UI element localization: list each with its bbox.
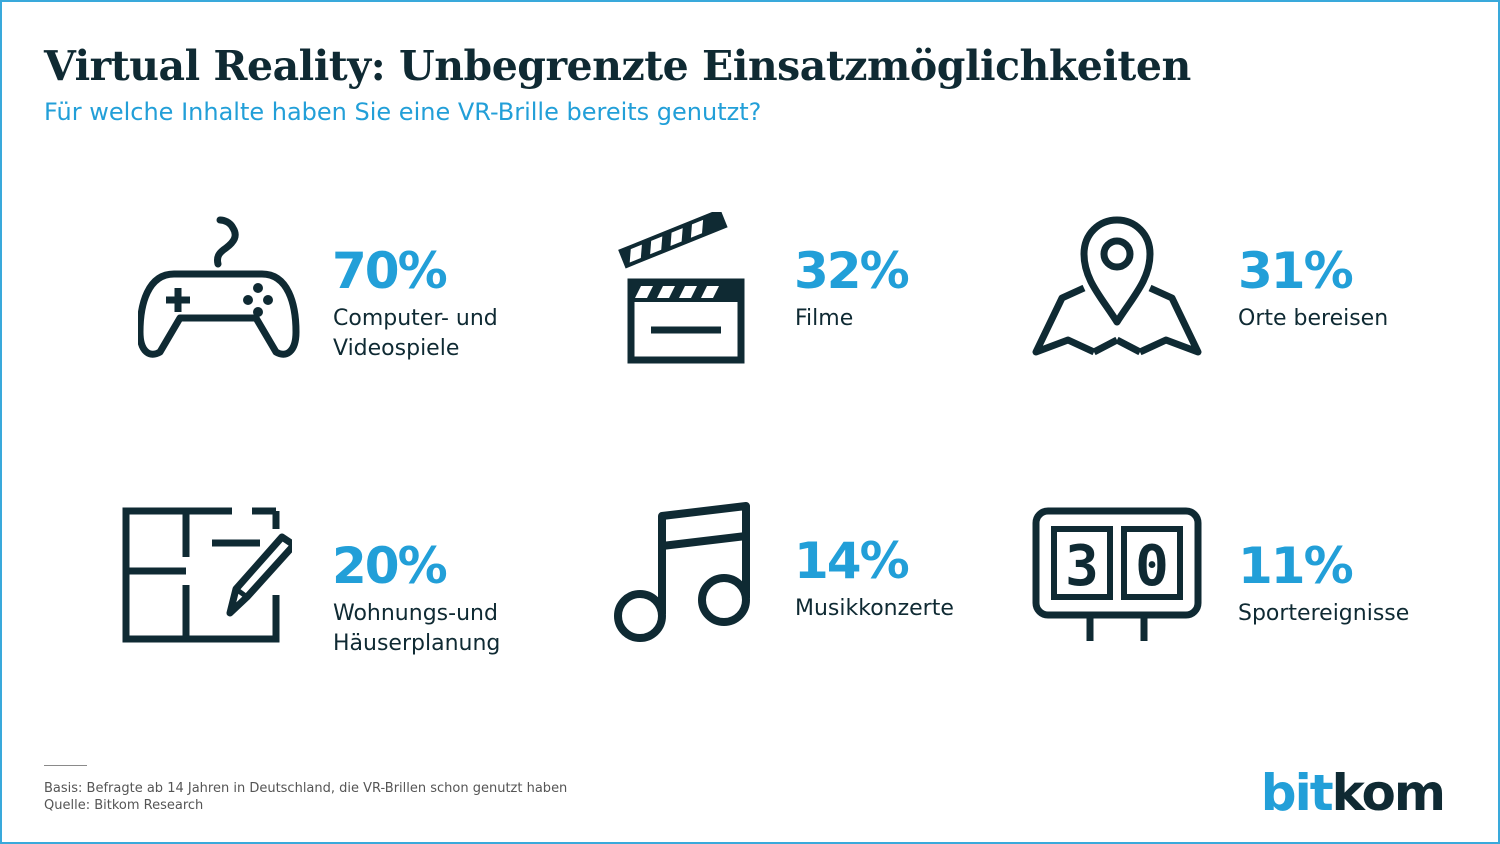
stat-label-line: Wohnungs-und <box>333 601 498 626</box>
footer-source: Quelle: Bitkom Research <box>44 798 204 813</box>
stat-value: 11% <box>1238 537 1354 595</box>
stat-label-line: Sportereignisse <box>1238 601 1410 626</box>
stat-item-travel: 31% Orte bereisen <box>1032 212 1452 382</box>
stat-item-films: 32% Filme <box>616 212 1036 382</box>
stat-label: Orte bereisen <box>1238 304 1468 334</box>
scoreboard-icon: 3 0 <box>1032 507 1202 667</box>
gamepad-icon <box>138 212 308 372</box>
footer-basis: Basis: Befragte ab 14 Jahren in Deutschl… <box>44 781 568 796</box>
stat-item-games: 70% Computer- und Videospiele <box>138 212 558 382</box>
stat-label: Wohnungs-und Häuserplanung <box>333 599 563 659</box>
stat-value: 32% <box>794 242 910 300</box>
page-title: Virtual Reality: Unbegrenzte Einsatzmögl… <box>44 42 1191 90</box>
stat-label-line: Videospiele <box>333 336 460 361</box>
stat-item-concerts: 14% Musikkonzerte <box>612 502 1032 672</box>
stat-label-line: Musikkonzerte <box>795 596 954 621</box>
stat-label: Computer- und Videospiele <box>333 304 563 364</box>
stat-value: 14% <box>794 532 910 590</box>
music-note-icon <box>612 502 782 662</box>
stat-label-line: Computer- und <box>333 306 498 331</box>
stat-value: 20% <box>332 537 448 595</box>
stat-label: Musikkonzerte <box>795 594 1025 624</box>
stat-label: Sportereignisse <box>1238 599 1468 629</box>
clapperboard-icon <box>616 212 786 372</box>
stat-label: Filme <box>795 304 1025 334</box>
bitkom-logo: bitkom <box>1260 764 1446 822</box>
stat-item-housing: 20% Wohnungs-und Häuserplanung <box>122 507 542 677</box>
logo-part-bit: bit <box>1260 764 1334 822</box>
scoreboard-digit-right: 0 <box>1135 534 1169 599</box>
scoreboard-digit-left: 3 <box>1065 534 1099 599</box>
stat-label-line: Filme <box>795 306 854 331</box>
stat-label-line: Orte bereisen <box>1238 306 1389 331</box>
page-subtitle: Für welche Inhalte haben Sie eine VR-Bri… <box>44 98 762 126</box>
stat-value: 31% <box>1238 242 1354 300</box>
logo-part-kom: kom <box>1331 764 1446 822</box>
stat-item-sports: 3 0 11% Sportereignisse <box>1032 507 1452 677</box>
floorplan-pencil-icon <box>122 507 292 667</box>
stat-label-line: Häuserplanung <box>333 631 501 656</box>
footer-divider <box>44 765 87 766</box>
stat-value: 70% <box>332 242 448 300</box>
map-pin-icon <box>1032 212 1202 372</box>
